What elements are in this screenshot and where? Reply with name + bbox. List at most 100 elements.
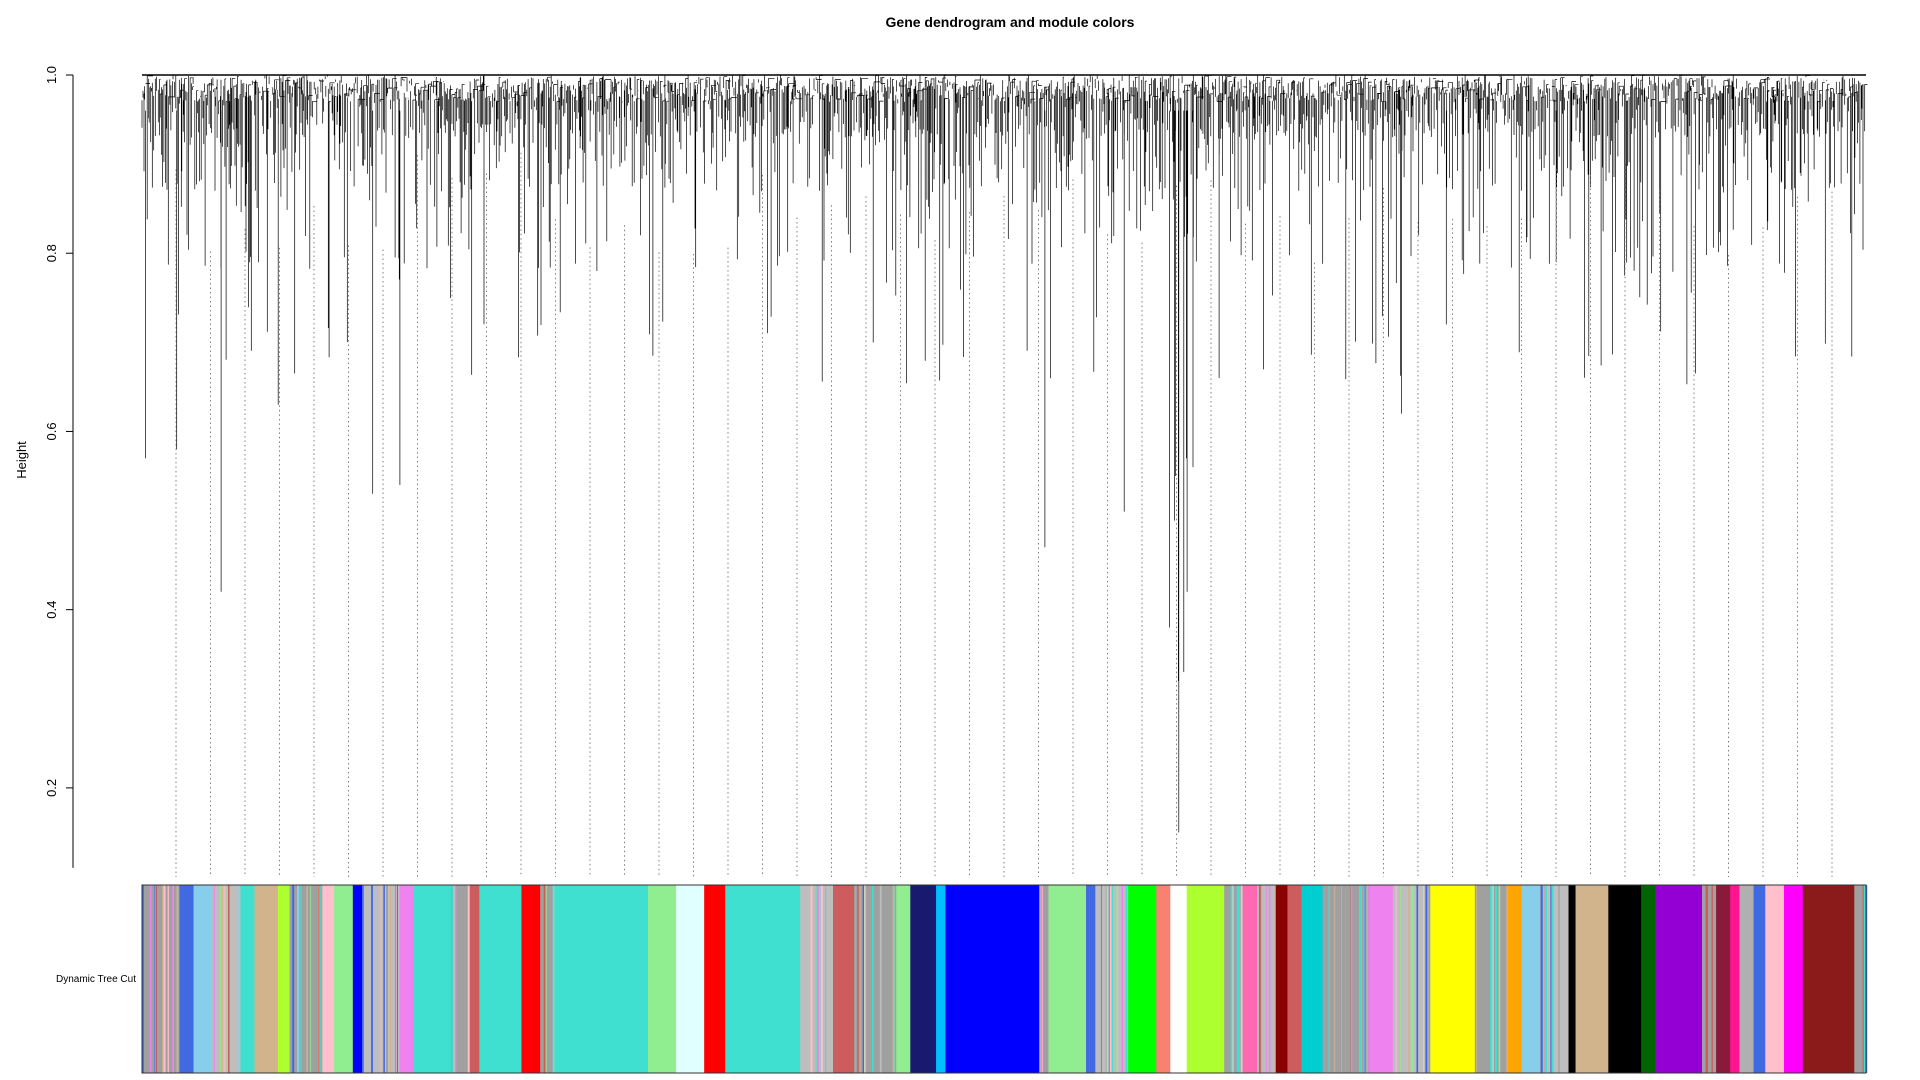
module-color-stripe xyxy=(155,885,158,1073)
module-color-stripe xyxy=(1106,885,1108,1073)
module-color-stripe xyxy=(1550,885,1552,1073)
module-color-segment xyxy=(1739,885,1754,1073)
module-color-stripe xyxy=(1100,885,1102,1073)
module-color-segment xyxy=(1655,885,1703,1073)
module-color-stripe xyxy=(163,885,166,1073)
dendrogram-branches xyxy=(141,74,1868,833)
module-color-stripe xyxy=(380,885,382,1073)
module-color-stripe xyxy=(1230,885,1233,1073)
module-color-stripe xyxy=(467,885,470,1073)
module-color-stripe xyxy=(1125,885,1128,1073)
module-color-stripe xyxy=(300,885,302,1073)
module-color-stripe xyxy=(806,885,809,1073)
module-color-stripe xyxy=(1260,885,1262,1073)
module-color-stripe xyxy=(220,885,222,1073)
module-color-stripe xyxy=(320,885,322,1073)
module-color-stripe xyxy=(376,885,379,1073)
module-color-segment xyxy=(1128,885,1157,1073)
module-color-stripe xyxy=(1543,885,1545,1073)
module-color-stripe xyxy=(168,885,171,1073)
module-color-stripe xyxy=(1428,885,1431,1073)
module-color-stripe xyxy=(1273,885,1275,1073)
module-color-segment xyxy=(413,885,452,1073)
module-color-stripe xyxy=(823,885,826,1073)
module-color-stripe xyxy=(455,885,457,1073)
module-color-stripe xyxy=(543,885,546,1073)
module-color-segment xyxy=(1156,885,1171,1073)
module-color-segment xyxy=(1521,885,1541,1073)
y-tick-label: 0.8 xyxy=(44,244,59,262)
color-bar-frame xyxy=(141,884,1867,1074)
module-color-stripe xyxy=(386,885,388,1073)
module-color-segment xyxy=(322,885,335,1073)
module-color-stripe xyxy=(1540,885,1543,1073)
module-color-segment xyxy=(1540,885,1569,1073)
module-color-stripe xyxy=(810,885,813,1073)
module-color-stripe xyxy=(1364,885,1366,1073)
module-color-segment xyxy=(334,885,354,1073)
module-color-stripe xyxy=(306,885,308,1073)
module-color-stripe xyxy=(1360,885,1363,1073)
module-color-segment xyxy=(1641,885,1656,1073)
module-color-stripe xyxy=(149,885,152,1073)
module-color-segment xyxy=(142,885,180,1073)
module-color-stripe xyxy=(1040,885,1043,1073)
module-color-stripe xyxy=(464,885,466,1073)
module-color-stripe xyxy=(855,885,857,1073)
module-color-segment xyxy=(1608,885,1642,1073)
module-color-stripe xyxy=(1236,885,1239,1073)
module-color-stripe xyxy=(825,885,827,1073)
y-tick-label: 0.2 xyxy=(44,779,59,797)
module-color-segment xyxy=(910,885,937,1073)
module-color-stripe xyxy=(1265,885,1267,1073)
module-color-stripe xyxy=(892,885,895,1073)
module-color-stripe xyxy=(142,885,144,1073)
module-color-segment xyxy=(1170,885,1188,1073)
module-color-segment xyxy=(1730,885,1740,1073)
module-color-stripe xyxy=(1040,885,1042,1073)
module-color-segment xyxy=(540,885,555,1073)
module-color-segment xyxy=(1048,885,1087,1073)
module-color-stripe xyxy=(1711,885,1713,1073)
leaf-leader-lines xyxy=(175,152,1833,877)
module-color-segment xyxy=(945,885,1040,1073)
module-color-segment xyxy=(1507,885,1523,1073)
module-color-stripe xyxy=(1328,885,1330,1073)
module-color-stripe xyxy=(1408,885,1410,1073)
module-color-segment xyxy=(1784,885,1804,1073)
module-color-stripe xyxy=(176,885,179,1073)
module-color-segment xyxy=(479,885,522,1073)
module-color-segment xyxy=(1085,885,1096,1073)
module-color-stripe xyxy=(1425,885,1428,1073)
module-color-segment xyxy=(1224,885,1244,1073)
module-color-stripe xyxy=(858,885,860,1073)
module-color-stripe xyxy=(221,885,223,1073)
module-color-segment xyxy=(725,885,801,1073)
module-color-row: Dynamic Tree Cut xyxy=(56,884,1868,1074)
color-row-label: Dynamic Tree Cut xyxy=(56,974,136,985)
module-color-stripe xyxy=(1111,885,1113,1073)
module-color-stripe xyxy=(1108,885,1110,1073)
module-color-stripe xyxy=(545,885,547,1073)
module-color-stripe xyxy=(831,885,833,1073)
module-color-segment xyxy=(254,885,279,1073)
module-color-segment xyxy=(1716,885,1731,1073)
module-color-segment xyxy=(704,885,726,1073)
module-color-stripe xyxy=(226,885,228,1073)
module-color-stripe xyxy=(310,885,312,1073)
module-color-stripe xyxy=(1422,885,1424,1073)
module-color-segment xyxy=(289,885,323,1073)
module-color-stripe xyxy=(816,885,818,1073)
module-color-segment xyxy=(676,885,705,1073)
module-color-stripe xyxy=(820,885,823,1073)
module-color-segment xyxy=(521,885,541,1073)
module-color-stripe xyxy=(1341,885,1342,1073)
module-color-segment xyxy=(1039,885,1049,1073)
module-color-stripe xyxy=(227,885,230,1073)
module-color-segment xyxy=(1369,885,1394,1073)
module-color-stripe xyxy=(224,885,226,1073)
module-color-stripe xyxy=(172,885,174,1073)
module-color-segment xyxy=(1575,885,1609,1073)
module-color-stripe xyxy=(814,885,816,1073)
